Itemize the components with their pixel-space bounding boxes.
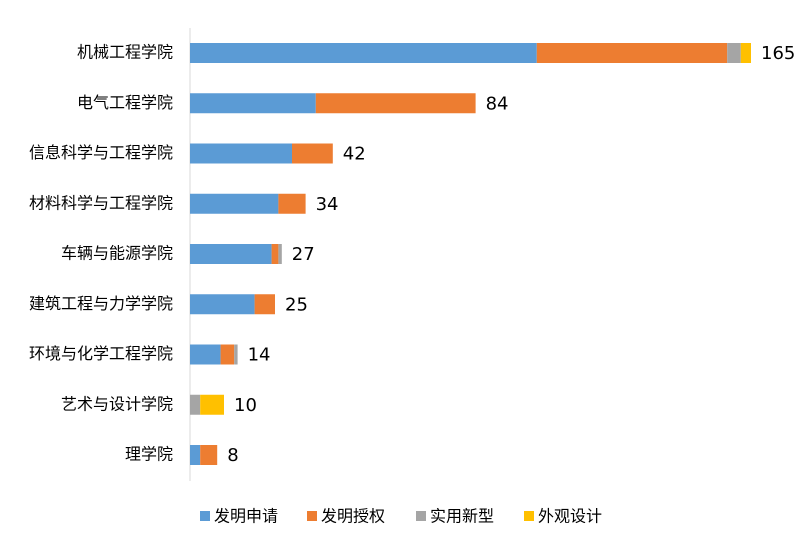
total-label: 84 [486,93,509,114]
legend-swatch [416,511,426,521]
total-label: 165 [761,43,795,64]
bar-segment [190,193,279,214]
bar-segment [190,445,201,465]
category-label: 材料科学与工程学院 [29,193,173,212]
legend-swatch [200,511,210,521]
bar-segment [536,43,728,63]
legend-label: 外观设计 [538,507,602,526]
bar-segment [190,344,221,365]
bar-segment [727,43,741,63]
bar-segment [254,294,275,315]
bar-segment [220,344,235,365]
bar-segment [190,244,272,264]
legend-label: 实用新型 [430,507,494,526]
category-label: 建筑工程与力学学院 [29,294,173,313]
category-label: 机械工程学院 [77,43,173,62]
bar-segment [234,344,238,365]
total-label: 8 [227,445,238,466]
category-label: 车辆与能源学院 [61,244,173,263]
total-label: 10 [234,395,257,416]
total-label: 42 [343,144,366,165]
bar-segment [200,394,224,415]
bar-segment [190,294,255,315]
legend-label: 发明申请 [214,507,278,526]
legend-swatch [524,511,534,521]
bar-segment [740,43,751,63]
legend-swatch [307,511,317,521]
category-label: 电气工程学院 [77,93,173,112]
category-label: 信息科学与工程学院 [29,143,173,162]
total-label: 14 [248,345,271,366]
total-label: 25 [285,294,308,315]
category-label: 艺术与设计学院 [61,394,173,413]
bar-segment [190,93,316,114]
bar-segment [278,244,282,264]
total-label: 27 [292,244,315,265]
category-label: 环境与化学工程学院 [29,344,173,363]
bar-segment [315,93,476,114]
total-label: 34 [316,194,339,215]
bar-segment [271,244,279,264]
legend-label: 发明授权 [321,507,385,526]
bar-segment [190,394,201,415]
category-label: 理学院 [125,445,173,464]
bar-segment [278,193,306,214]
bar-segment [190,143,292,164]
bar-segment [292,143,333,164]
bar-segment [200,445,218,465]
bar-segment [190,43,537,63]
